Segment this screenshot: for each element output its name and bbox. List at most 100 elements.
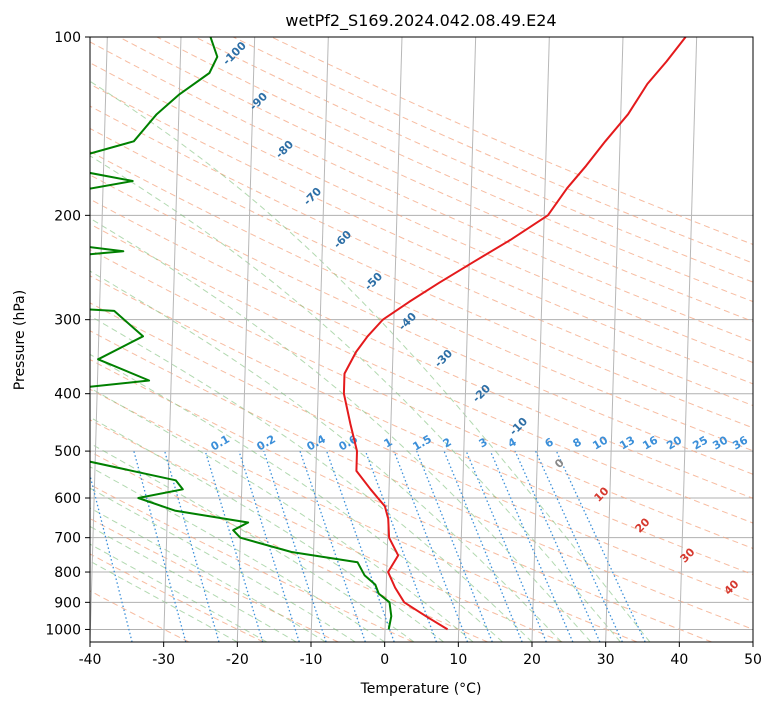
dry-adiabat (90, 198, 753, 499)
mixing-ratio-label: 6 (543, 435, 556, 450)
temperature-profile-line (342, 37, 687, 631)
background-line-labels: -100-90-80-70-60-50-40-30-20-100.1 0.2 0.4… (209, 39, 751, 598)
dry-adiabat (194, 37, 753, 283)
mixing-ratio-label: 3 (477, 435, 490, 450)
mixing-ratio-line (325, 450, 395, 642)
mixing-ratio-label: 20 (664, 433, 684, 452)
dry-adiabat (90, 483, 414, 642)
isotherm-label: -90 (247, 90, 270, 113)
x-tick-label: 30 (597, 652, 615, 668)
moist-adiabat (90, 487, 356, 642)
dry-adiabat (90, 553, 264, 642)
dry-adiabat (90, 83, 753, 385)
y-tick-label: 300 (54, 313, 81, 329)
x-tick-label: -20 (226, 652, 249, 668)
y-tick-label: 100 (54, 30, 81, 46)
dry-adiabat (118, 37, 753, 323)
dry-adiabat (90, 451, 488, 642)
mixing-ratio-label: 10 (590, 433, 610, 452)
dry-adiabat (90, 174, 753, 475)
moist-adiabat (90, 442, 415, 642)
x-tick-label: 0 (380, 652, 389, 668)
isotherm-label: -20 (470, 382, 493, 405)
moist-adiabat (90, 387, 474, 642)
moist-adiabats (90, 80, 651, 642)
dry-adiabat (90, 62, 753, 364)
dewpoint-profile-line (90, 37, 393, 630)
y-tick-label: 600 (54, 491, 81, 507)
isotherm (605, 37, 624, 642)
x-tick-label: -40 (79, 652, 102, 668)
mixing-ratio-line (443, 450, 523, 642)
moist-adiabat (90, 353, 503, 642)
isotherm (678, 37, 698, 642)
y-tick-label: 400 (54, 387, 81, 403)
x-tick-label: 20 (523, 652, 541, 668)
moist-adiabat (90, 525, 297, 642)
dry-adiabat-label: 30 (678, 545, 698, 565)
x-tick-label: -10 (300, 652, 323, 668)
mixing-ratio-label: 36 (730, 433, 750, 452)
isotherm-label: -100 (220, 39, 249, 68)
isotherm (752, 624, 753, 642)
isotherm (531, 37, 550, 642)
y-axis-label: Pressure (hPa) (12, 290, 28, 390)
dry-adiabat (90, 419, 563, 642)
isotherm-label: -70 (301, 185, 324, 208)
mixing-ratio-line (489, 450, 574, 642)
isotherm-label: -40 (396, 310, 419, 333)
y-tick-label: 200 (54, 208, 81, 224)
isotherm-label: -10 (507, 415, 530, 438)
isotherm (236, 37, 256, 642)
mixing-ratio-line (555, 450, 646, 642)
mixing-ratio-label: 4 (506, 435, 519, 450)
mixing-ratio-label: 0.2 (255, 432, 278, 453)
mixing-ratio-line (204, 450, 264, 642)
moist-adiabat (90, 155, 621, 642)
moist-adiabat (90, 315, 533, 642)
moist-adiabat (90, 507, 326, 642)
dry-adiabat (271, 37, 753, 245)
mixing-ratio-label: 16 (640, 433, 660, 452)
y-tick-label: 800 (54, 565, 81, 581)
dry-adiabat (90, 41, 753, 343)
mixing-ratio-line (164, 450, 220, 642)
x-axis-ticks: -40 -30 -20 -10 0 10 20 30 40 50 (79, 642, 762, 668)
mixing-ratio-line (514, 450, 601, 642)
mixing-ratio-label: 1.5 (411, 432, 434, 453)
dry-adiabat (90, 223, 753, 524)
isotherm (163, 37, 182, 642)
dry-adiabat (90, 358, 712, 642)
dry-adiabat-label: 10 (592, 484, 612, 504)
x-axis-label: Temperature (°C) (360, 681, 482, 697)
chart-title: wetPf2_S169.2024.042.08.49.E24 (285, 11, 556, 31)
mixing-ratio-line (465, 450, 547, 642)
mixing-ratio-label: 25 (690, 434, 710, 453)
mixing-ratio-label: 0.4 (305, 432, 329, 453)
dry-adiabat (90, 105, 753, 407)
moist-adiabat (90, 80, 651, 642)
mixing-ratio-label: 30 (710, 433, 730, 452)
x-tick-label: 40 (670, 652, 688, 668)
x-tick-label: 50 (744, 652, 762, 668)
isotherm-label: -80 (273, 138, 296, 161)
isotherm (310, 37, 329, 642)
moist-adiabat (90, 466, 385, 642)
dry-adiabat (90, 150, 753, 452)
x-tick-label: 10 (449, 652, 467, 668)
y-tick-label: 500 (54, 444, 81, 460)
profile-series (90, 37, 687, 631)
x-tick-label: -30 (152, 652, 175, 668)
dry-adiabat-label: 40 (722, 577, 742, 597)
mixing-ratio-line (535, 450, 623, 642)
isotherm (457, 37, 477, 642)
y-tick-label: 900 (54, 595, 81, 611)
moist-adiabat (90, 416, 444, 642)
isotherm-label: -60 (331, 228, 354, 251)
mixing-ratio-label: 8 (571, 435, 584, 450)
dry-adiabat (90, 249, 753, 550)
mixing-ratio-label: 2 (441, 435, 454, 450)
mixing-ratio-line (364, 450, 438, 642)
plot-area: -100-90-80-70-60-50-40-30-20-100.1 0.2 0.4… (90, 37, 753, 642)
